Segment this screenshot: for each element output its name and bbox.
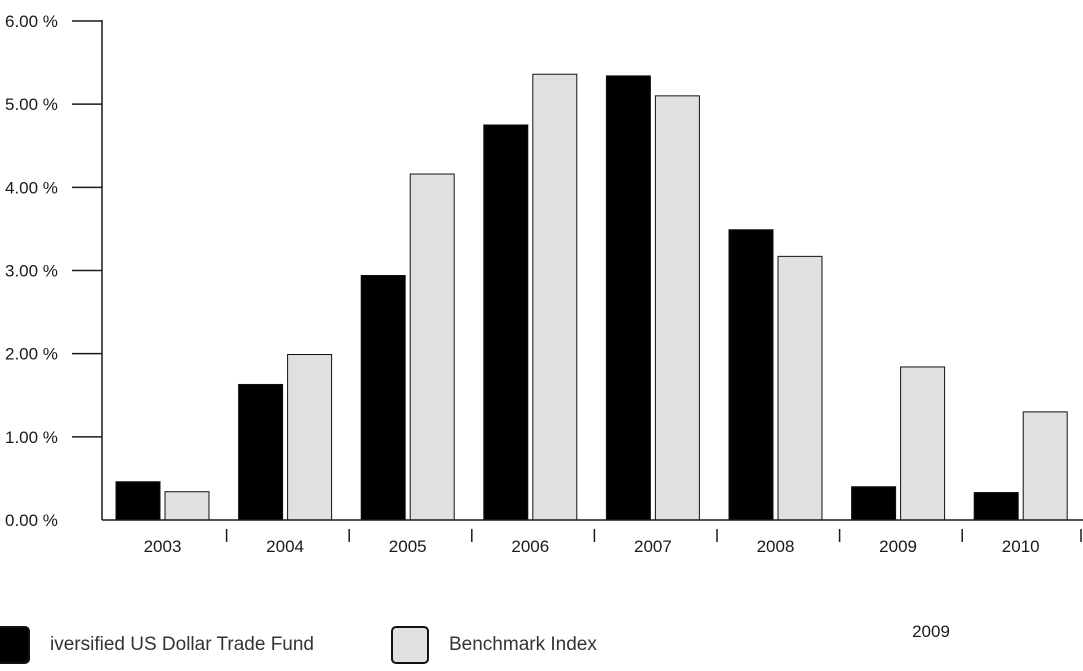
legend-swatch-benchmark xyxy=(391,626,429,664)
y-tick-label: 3.00 % xyxy=(5,262,58,281)
bar-fund-2010 xyxy=(973,492,1019,521)
bar-benchmark-2006 xyxy=(532,73,578,521)
y-tick-label: 6.00 % xyxy=(5,12,58,31)
x-tick-label: 2005 xyxy=(389,537,427,556)
bar-fund-2005 xyxy=(360,274,406,521)
x-tick-label: 2003 xyxy=(144,537,182,556)
bar-benchmark-2005 xyxy=(409,173,455,521)
legend-label-benchmark: Benchmark Index xyxy=(449,634,597,655)
legend-item-fund: iversified US Dollar Trade Fund xyxy=(0,625,314,665)
x-tick-label: 2006 xyxy=(511,537,549,556)
x-tick-label: 2004 xyxy=(266,537,304,556)
y-tick-label: 0.00 % xyxy=(5,511,58,530)
bar-benchmark-2008 xyxy=(777,255,823,521)
y-tick-label: 5.00 % xyxy=(5,95,58,114)
labels-layer: 0.00 % 1.00 % 2.00 % 3.00 % 4.00 % 5.00 % 6.00… xyxy=(5,12,1040,556)
legend-label-fund: iversified US Dollar Trade Fund xyxy=(50,634,314,655)
x-tick-label: 2007 xyxy=(634,537,672,556)
x-tick-label: 2008 xyxy=(757,537,795,556)
y-tick-label: 4.00 % xyxy=(5,178,58,197)
legend-swatch-fund xyxy=(0,626,30,664)
x-tick-label: 2009 xyxy=(879,537,917,556)
bar-fund-2006 xyxy=(483,124,529,521)
bar-benchmark-2004 xyxy=(287,353,333,521)
legend-item-benchmark: Benchmark Index xyxy=(391,625,597,665)
axes-layer xyxy=(72,20,1083,542)
bar-benchmark-2003 xyxy=(164,491,210,521)
footnote-year: 2009 xyxy=(912,622,950,641)
bars-layer xyxy=(115,73,1068,521)
bar-fund-2008 xyxy=(728,229,774,521)
bar-fund-2009 xyxy=(851,486,897,521)
bar-fund-2004 xyxy=(238,383,284,521)
bar-benchmark-2009 xyxy=(900,366,946,521)
bar-fund-2003 xyxy=(115,481,161,521)
bar-benchmark-2007 xyxy=(654,95,700,521)
x-tick-label: 2010 xyxy=(1002,537,1040,556)
bar-benchmark-2010 xyxy=(1022,411,1068,521)
y-tick-label: 2.00 % xyxy=(5,345,58,364)
bar-fund-2007 xyxy=(605,75,651,521)
y-tick-label: 1.00 % xyxy=(5,428,58,447)
